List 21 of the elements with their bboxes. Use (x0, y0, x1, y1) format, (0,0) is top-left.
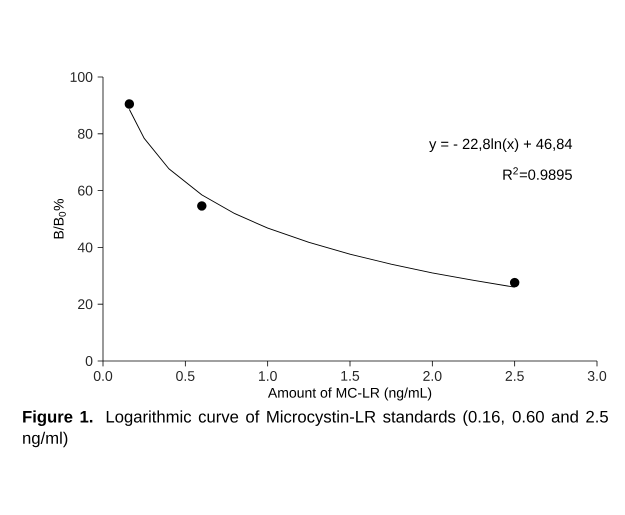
x-axis-title: Amount of MC-LR (ng/mL) (268, 387, 432, 400)
x-tick-label: 2.0 (423, 371, 442, 381)
y-tick-label: 40 (78, 242, 92, 252)
x-tick-label: 1.5 (341, 371, 360, 381)
point (510, 278, 520, 288)
point (197, 201, 207, 211)
x-tick-label: 2.5 (506, 371, 524, 381)
y-tick-label: 0 (86, 356, 92, 366)
x-tick-label: 3.0 (588, 371, 606, 381)
y-tick-label: 20 (78, 299, 92, 310)
text: Figure 1. Logarithmic curve of Microcystin-LR standards (0.16, 0.60 and 2.5 ng/ml) (23, 410, 608, 448)
x-tick-label: 1.0 (259, 371, 277, 381)
point (124, 99, 134, 109)
y-axis-title: B/B$_{0}$% (53, 198, 66, 238)
x-tick-label: 0.5 (176, 371, 194, 381)
y-tick-label: 60 (78, 186, 92, 196)
annotation: y = - 22,8ln(x) + 46,84 (429, 138, 572, 152)
annotation: R$^{2}$=0.9895 (503, 167, 572, 180)
y-tick-label: 100 (70, 72, 92, 82)
y-tick-label: 80 (78, 128, 92, 139)
x-tick-label: 0.0 (94, 371, 112, 381)
